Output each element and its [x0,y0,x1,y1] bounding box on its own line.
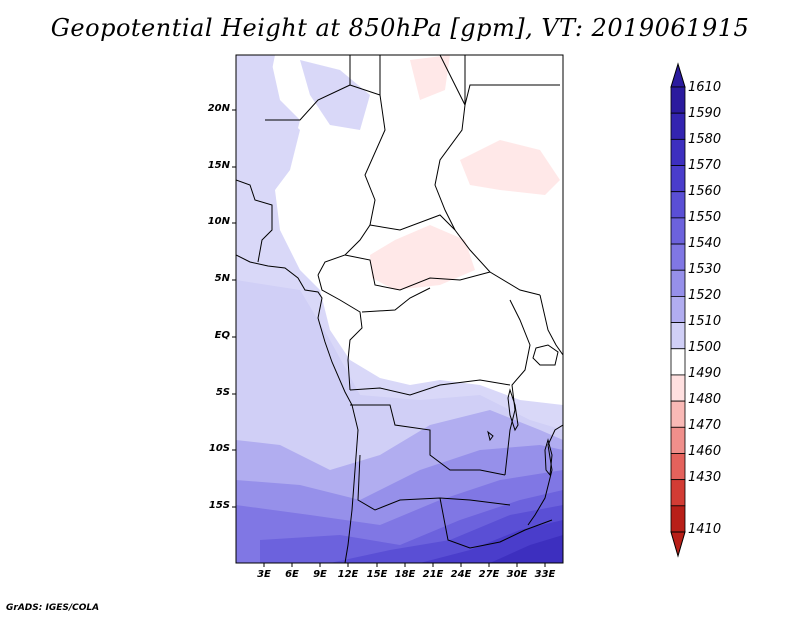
colorbar-label: 1550 [688,210,722,225]
lat-label: 10S [208,443,230,454]
lake-victoria [532,344,559,366]
colorbar-segment [670,348,686,376]
colorbar-label: 1490 [688,366,722,381]
lon-label: 30E [506,569,528,580]
border-15 [504,299,531,476]
coastline-east [527,424,563,526]
coastline-west [236,254,359,563]
border-1 [236,179,273,263]
colorbar-segment [670,243,686,271]
lon-label: 15E [366,569,388,580]
country-borders [236,55,563,563]
lon-label: 21E [422,569,444,580]
lat-label: 15S [208,500,230,511]
field-1500-north [410,55,450,100]
field-1600 [490,535,563,563]
colorbar-label: 1580 [688,132,722,147]
border-8 [344,254,491,291]
colorbar-segment [670,296,686,323]
colorbar-segment [670,86,686,114]
border-11 [349,379,511,396]
lat-label: EQ [214,330,230,341]
colorbar-segment [670,269,686,297]
colorbar-label: 1520 [688,288,722,303]
colorbar-segment [670,453,686,481]
colorbar-label: 1500 [688,340,722,355]
border-14 [439,497,553,549]
map-frame [235,54,564,564]
colorbar-label: 1410 [688,522,722,537]
colorbar-label: 1570 [688,158,722,173]
colorbar-segment [670,322,686,350]
lon-label: 24E [450,569,472,580]
tick-marks [232,109,546,567]
border-3 [317,84,386,276]
colorbar-label: 1480 [688,392,722,407]
colorbar-label: 1470 [688,418,722,433]
lat-label: 5S [215,387,230,398]
lat-label: 15N [207,160,230,171]
colorbar-label: 1460 [688,444,722,459]
colorbar-segment [670,426,686,454]
border-9 [317,274,363,391]
lon-label: 33E [534,569,556,580]
field-1530-n [300,60,370,130]
lake-mweru [487,430,494,442]
lon-label: 12E [337,569,359,580]
border-5 [464,55,560,106]
lon-label: 6E [285,569,299,580]
colorbar-label: 1560 [688,184,722,199]
colorbar-label: 1510 [688,314,722,329]
credit-text: GrADS: IGES/COLA [6,603,100,613]
colorbar-segment [670,138,686,166]
chart-title: Geopotential Height at 850hPa [gpm], VT:… [50,14,750,42]
lake-malawi [544,438,553,477]
colorbar-top-arrow [670,62,686,88]
lon-label: 18E [394,569,416,580]
border-6 [434,55,541,296]
colorbar-segment [670,479,686,507]
border-13 [357,454,511,511]
colorbar-segment [670,374,686,402]
field-1530-nw [236,55,300,200]
colorbar-label: 1590 [688,106,722,121]
colorbar-label: 1430 [688,470,722,485]
field-1500-central [370,225,475,290]
lat-label: 20N [207,103,230,114]
colorbar-segment [670,217,686,245]
colorbar-segment [670,400,686,428]
colorbar-label: 1530 [688,262,722,277]
field-shading [236,55,563,563]
lat-label: 10N [207,216,230,227]
colorbar-segment [670,112,686,140]
lat-label: 5N [214,273,230,284]
lon-label: 3E [257,569,271,580]
lake-tanganyika [507,388,519,432]
border-12 [350,404,506,476]
lon-label: 9E [313,569,327,580]
border-10 [361,287,431,313]
border-7 [369,214,456,231]
border-2 [265,55,351,121]
field-1500-ne [460,140,560,195]
lon-label: 27E [478,569,500,580]
field-1510-region [270,55,563,405]
colorbar-label: 1540 [688,236,722,251]
colorbar-bottom-arrow [670,531,686,558]
colorbar-segment [670,505,686,533]
colorbar-segment [670,191,686,219]
colorbar-segment [670,165,686,193]
border-16 [539,294,563,356]
colorbar-label: 1610 [688,80,722,95]
